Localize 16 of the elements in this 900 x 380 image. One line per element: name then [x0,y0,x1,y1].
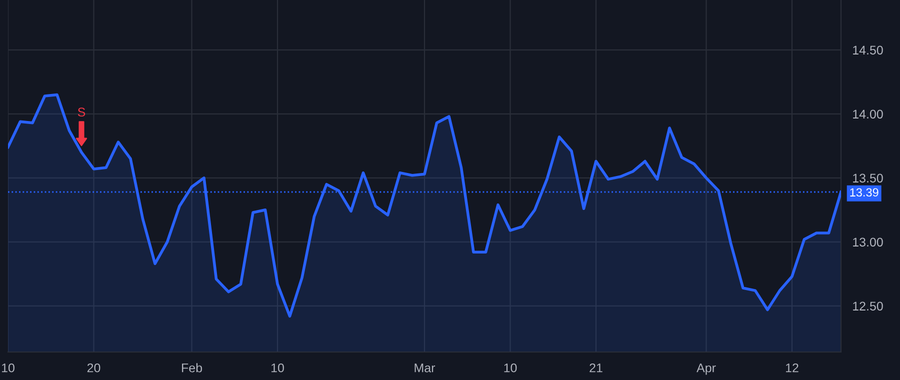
ref-line-label: 13.39 [850,188,878,197]
y-tick-label: 12.50 [853,302,883,311]
y-tick-label: 13.00 [853,238,883,247]
x-tick-label: 10 [504,363,517,372]
x-tick-label: 20 [87,363,100,372]
x-tick-label: Feb [182,363,202,372]
x-tick-label: 10 [272,363,284,372]
y-tick-label: 13.50 [853,174,883,183]
y-tick-label: 14.50 [853,46,883,55]
x-tick-label: 12 [786,363,798,372]
x-tick-label: 10 [2,363,14,372]
x-tick-label: Apr [696,364,716,375]
y-tick-label: 14.00 [853,110,883,119]
x-tick-label: 21 [590,363,602,372]
x-tick-label: Mar [414,364,436,372]
annotation: S [78,108,86,117]
